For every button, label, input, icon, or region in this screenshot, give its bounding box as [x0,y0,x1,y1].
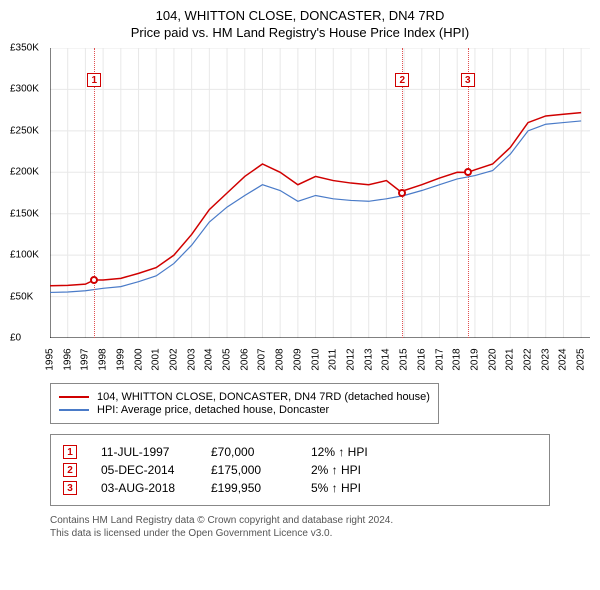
x-axis-tick: 2010 [310,348,321,370]
y-axis-tick: £150K [10,208,39,219]
x-axis-tick: 2016 [416,348,427,370]
x-axis-tick: 1996 [62,348,73,370]
sale-marker-dot [90,276,98,284]
x-axis-tick: 2018 [452,348,463,370]
x-axis-tick: 2017 [434,348,445,370]
sale-number-badge: 3 [63,481,77,495]
sale-delta: 2% ↑ HPI [311,463,411,477]
sale-date: 11-JUL-1997 [101,445,211,459]
sale-row: 1 11-JUL-1997£70,00012% ↑ HPI [63,445,537,459]
legend-label: HPI: Average price, detached house, Donc… [97,404,329,416]
sale-marker-badge: 1 [87,73,101,87]
legend-item: HPI: Average price, detached house, Donc… [59,404,430,416]
x-axis-tick: 2007 [257,348,268,370]
footer-line-1: Contains HM Land Registry data © Crown c… [50,514,590,527]
x-axis-tick: 2013 [363,348,374,370]
sale-date: 03-AUG-2018 [101,481,211,495]
footer-line-2: This data is licensed under the Open Gov… [50,527,590,540]
y-axis-tick: £100K [10,250,39,261]
x-axis-tick: 2021 [505,348,516,370]
sale-price: £70,000 [211,445,311,459]
sales-table: 1 11-JUL-1997£70,00012% ↑ HPI 2 05-DEC-2014… [50,434,550,506]
x-axis-tick: 1995 [45,348,56,370]
sale-delta: 12% ↑ HPI [311,445,411,459]
x-axis-tick: 1997 [80,348,91,370]
x-axis-tick: 2023 [540,348,551,370]
legend-swatch [59,409,89,411]
y-axis-tick: £350K [10,43,39,54]
sale-marker-badge: 2 [395,73,409,87]
x-axis-tick: 2019 [469,348,480,370]
x-axis-tick: 1999 [115,348,126,370]
x-axis-tick: 2012 [345,348,356,370]
chart-plot [50,48,590,338]
x-axis-tick: 2002 [168,348,179,370]
sale-marker-badge: 3 [461,73,475,87]
x-axis-tick: 2015 [399,348,410,370]
y-axis-tick: £0 [10,333,21,344]
x-axis-tick: 2004 [204,348,215,370]
legend-item: 104, WHITTON CLOSE, DONCASTER, DN4 7RD (… [59,391,430,403]
x-axis-tick: 2022 [523,348,534,370]
sale-row: 3 03-AUG-2018£199,9505% ↑ HPI [63,481,537,495]
sale-date: 05-DEC-2014 [101,463,211,477]
sale-marker-dot [464,168,472,176]
sale-price: £175,000 [211,463,311,477]
legend: 104, WHITTON CLOSE, DONCASTER, DN4 7RD (… [50,383,439,424]
sale-number-badge: 2 [63,463,77,477]
y-axis-tick: £50K [10,291,33,302]
x-axis-tick: 2011 [328,349,339,371]
footer-attribution: Contains HM Land Registry data © Crown c… [50,514,590,540]
x-axis-tick: 2000 [133,348,144,370]
chart-area: £0£50K£100K£150K£200K£250K£300K£350K 199… [10,48,590,373]
sale-row: 2 05-DEC-2014£175,0002% ↑ HPI [63,463,537,477]
sale-marker-line [94,48,95,338]
x-axis-tick: 2005 [222,348,233,370]
y-axis-tick: £250K [10,125,39,136]
chart-title: 104, WHITTON CLOSE, DONCASTER, DN4 7RD [10,8,590,23]
chart-container: 104, WHITTON CLOSE, DONCASTER, DN4 7RD P… [0,0,600,590]
x-axis-tick: 2009 [292,348,303,370]
y-axis-tick: £200K [10,167,39,178]
x-axis-tick: 2006 [239,348,250,370]
x-axis-tick: 2003 [186,348,197,370]
sale-marker-line [468,48,469,338]
x-axis-tick: 2024 [558,348,569,370]
sale-marker-dot [398,189,406,197]
sale-number-badge: 1 [63,445,77,459]
x-axis-tick: 2008 [275,348,286,370]
x-axis-tick: 2025 [576,348,587,370]
sale-price: £199,950 [211,481,311,495]
x-axis-tick: 2020 [487,348,498,370]
chart-subtitle: Price paid vs. HM Land Registry's House … [10,25,590,40]
x-axis-tick: 1998 [98,348,109,370]
x-axis-tick: 2014 [381,348,392,370]
sale-delta: 5% ↑ HPI [311,481,411,495]
y-axis-tick: £300K [10,84,39,95]
x-axis-tick: 2001 [151,348,162,370]
legend-swatch [59,396,89,398]
legend-label: 104, WHITTON CLOSE, DONCASTER, DN4 7RD (… [97,391,430,403]
